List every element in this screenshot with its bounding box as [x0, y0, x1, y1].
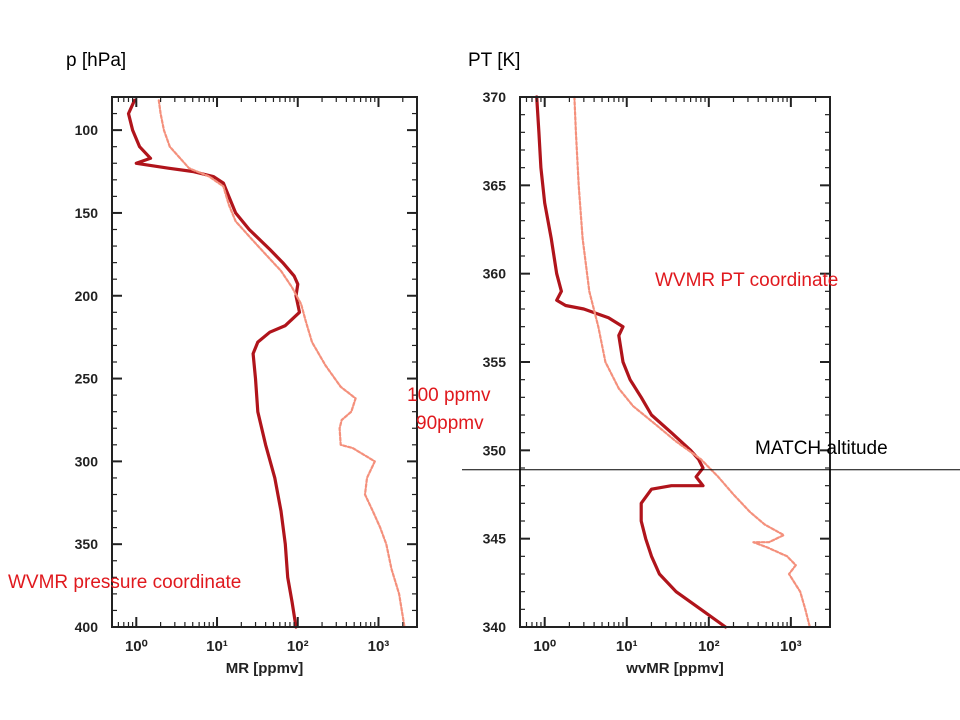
left-series-annotation: WVMR pressure coordinate	[8, 572, 242, 593]
right-series-light-line	[573, 95, 811, 629]
left-y-tick-label: 300	[75, 453, 99, 469]
right-series-annotation: WVMR PT coordinate	[655, 270, 839, 291]
left-y-tick-label: 400	[75, 619, 99, 635]
right-x-tick-label: 10⁰	[533, 638, 556, 655]
left-panel-pressure: 100 150 200 250 300 350 400 10⁰ 10¹ 10² 10³ MR [ppm…	[75, 96, 418, 677]
left-plot-frame	[111, 96, 418, 628]
right-plot-frame	[519, 96, 831, 628]
right-series-dark-line	[535, 95, 728, 629]
right-y-axis-label: PT [K]	[468, 50, 521, 71]
left-x-axis-label: MR [ppmv]	[226, 660, 304, 677]
right-y-tick-label: 345	[483, 531, 507, 547]
left-x-tick-label: 10¹	[206, 638, 228, 655]
right-y-tick-label: 350	[483, 442, 507, 458]
left-x-tick-label: 10³	[368, 638, 390, 655]
right-panel-pt: 340 345 350 355 360 365 370 10⁰ 10¹ 10² 10³ wvMR [p…	[483, 89, 831, 677]
right-x-tick-label: 10¹	[616, 638, 638, 655]
left-axis-ticks: 100 150 200 250 300 350 400 10⁰ 10¹ 10² 10³ MR [ppm…	[75, 96, 418, 677]
right-axis-ticks: 340 345 350 355 360 365 370 10⁰ 10¹ 10² 10³ wvMR [p…	[483, 89, 831, 677]
ppmv-100-annotation: 100 ppmv	[407, 385, 491, 406]
right-series-group	[535, 95, 811, 629]
ppmv-90-annotation: 90ppmv	[416, 413, 484, 434]
left-series-dark-line	[126, 98, 302, 629]
right-y-tick-label: 360	[483, 266, 507, 282]
left-x-tick-label: 10⁰	[125, 638, 148, 655]
right-x-axis-label: wvMR [ppmv]	[625, 660, 724, 677]
left-series-light-line	[157, 99, 406, 629]
right-y-tick-label: 340	[483, 619, 507, 635]
left-y-tick-label: 200	[75, 288, 99, 304]
match-altitude-label: MATCH altitude	[755, 438, 888, 459]
left-y-tick-label: 100	[75, 122, 99, 138]
left-x-tick-label: 10²	[287, 638, 309, 655]
right-y-tick-label: 370	[483, 89, 507, 105]
left-series-group	[126, 98, 406, 629]
left-y-axis-label: p [hPa]	[66, 50, 127, 71]
right-x-tick-label: 10³	[780, 638, 802, 655]
right-y-tick-label: 355	[483, 354, 507, 370]
right-x-tick-label: 10²	[698, 638, 720, 655]
left-y-tick-label: 350	[75, 536, 99, 552]
left-y-tick-label: 150	[75, 205, 99, 221]
left-y-tick-label: 250	[75, 371, 99, 387]
right-y-tick-label: 365	[483, 177, 507, 193]
